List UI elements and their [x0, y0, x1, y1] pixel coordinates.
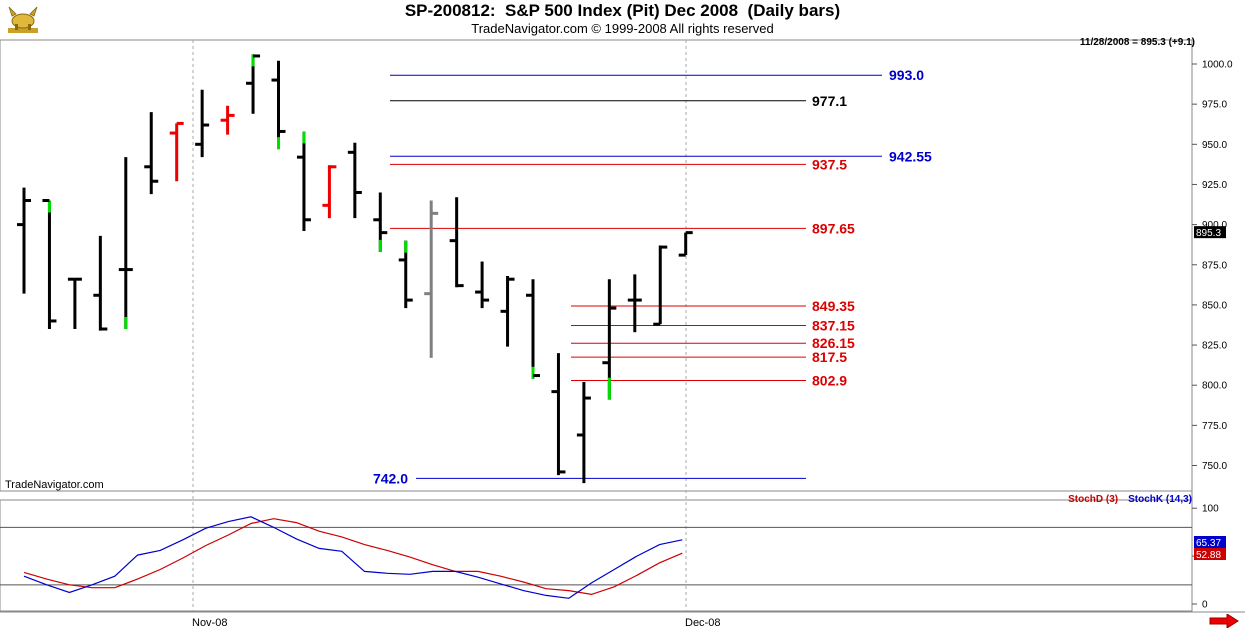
- ohlc-bar: [373, 192, 388, 252]
- chart-header: SP-200812: S&P 500 Index (Pit) Dec 2008 …: [0, 0, 1245, 38]
- indicator-y-tick-label: 0: [1202, 600, 1208, 611]
- price-level-label: 826.15: [812, 335, 855, 351]
- indicator-panel-frame: [0, 499, 1193, 612]
- copyright-text: TradeNavigator.com © 1999-2008 All right…: [471, 21, 774, 36]
- price-level-label: 937.5: [812, 156, 847, 172]
- ohlc-bar: [551, 353, 566, 476]
- indicator-last-box: [1194, 536, 1226, 548]
- ohlc-bar: [118, 157, 133, 329]
- price-level-label: 993.0: [889, 67, 924, 83]
- watermark-text: TradeNavigator.com: [5, 479, 104, 491]
- ohlc-bar: [93, 235, 108, 331]
- ohlc-bar: [475, 261, 490, 309]
- y-tick-label: 825.0: [1202, 341, 1227, 352]
- indicator-y-tick-label: 100: [1202, 504, 1219, 515]
- y-tick-label: 750.0: [1202, 461, 1227, 472]
- ohlc-bar: [627, 274, 642, 333]
- ohlc-bar: [220, 105, 235, 135]
- ohlc-bar: [398, 240, 413, 309]
- last-price-box: [1194, 226, 1226, 239]
- y-tick-label: 800.0: [1202, 381, 1227, 392]
- bull-logo-icon: [8, 6, 38, 33]
- price-panel-frame: [0, 39, 1193, 492]
- price-level-label: 837.15: [812, 318, 855, 334]
- price-level-label: 849.35: [812, 298, 855, 314]
- x-tick-label: Dec-08: [685, 617, 720, 629]
- price-level-label: 897.65: [812, 220, 855, 236]
- ohlc-bar: [42, 199, 57, 329]
- indicator-last-label: 65.37: [1196, 538, 1221, 549]
- ohlc-bar: [678, 231, 693, 257]
- right-arrow-icon[interactable]: [1209, 614, 1239, 628]
- stochK-line: [23, 516, 683, 599]
- y-tick-label: 875.0: [1202, 260, 1227, 271]
- stochD-line: [23, 518, 683, 596]
- y-tick-label: 950.0: [1202, 140, 1227, 151]
- price-level-label: 977.1: [812, 93, 847, 109]
- indicator-legend: StochD (3) StochK (14,3): [1068, 494, 1192, 505]
- price-level-label: 817.5: [812, 349, 847, 365]
- price-level-label: 942.55: [889, 148, 932, 164]
- stochK-legend: StochK (14,3): [1128, 494, 1192, 505]
- ohlc-bar: [576, 381, 591, 484]
- ohlc-bar: [144, 112, 159, 195]
- ohlc-bar: [322, 165, 337, 219]
- last-price-label: 895.3: [1196, 228, 1221, 239]
- price-level-label: 742.0: [373, 470, 408, 486]
- ohlc-bar: [653, 245, 668, 326]
- ohlc-bar: [449, 197, 464, 288]
- y-tick-label: 850.0: [1202, 300, 1227, 311]
- ohlc-bar: [246, 54, 261, 114]
- ohlc-bar: [500, 275, 515, 347]
- indicator-last-box: [1194, 548, 1226, 560]
- ohlc-bar: [169, 121, 184, 182]
- ohlc-bar: [602, 279, 617, 400]
- y-tick-label: 925.0: [1202, 180, 1227, 191]
- ohlc-bar: [526, 279, 540, 379]
- last-price-info: 11/28/2008 = 895.3 (+9.1): [1079, 37, 1195, 48]
- ohlc-bar: [17, 187, 31, 294]
- ohlc-bar: [424, 200, 439, 358]
- ohlc-bar: [67, 277, 82, 329]
- ohlc-bar: [195, 89, 210, 158]
- indicator-last-label: 52.88: [1196, 550, 1221, 561]
- chart-title: SP-200812: S&P 500 Index (Pit) Dec 2008 …: [404, 1, 841, 20]
- ohlc-bar: [296, 131, 311, 232]
- y-tick-label: 1000.0: [1202, 60, 1233, 71]
- ohlc-bar: [347, 142, 362, 219]
- stochD-legend: StochD (3): [1068, 494, 1119, 505]
- y-tick-label: 975.0: [1202, 100, 1227, 111]
- x-tick-label: Nov-08: [192, 617, 227, 629]
- y-tick-label: 900.0: [1202, 220, 1227, 231]
- ohlc-bar: [271, 60, 286, 150]
- price-level-label: 802.9: [812, 373, 847, 389]
- y-tick-label: 775.0: [1202, 421, 1227, 432]
